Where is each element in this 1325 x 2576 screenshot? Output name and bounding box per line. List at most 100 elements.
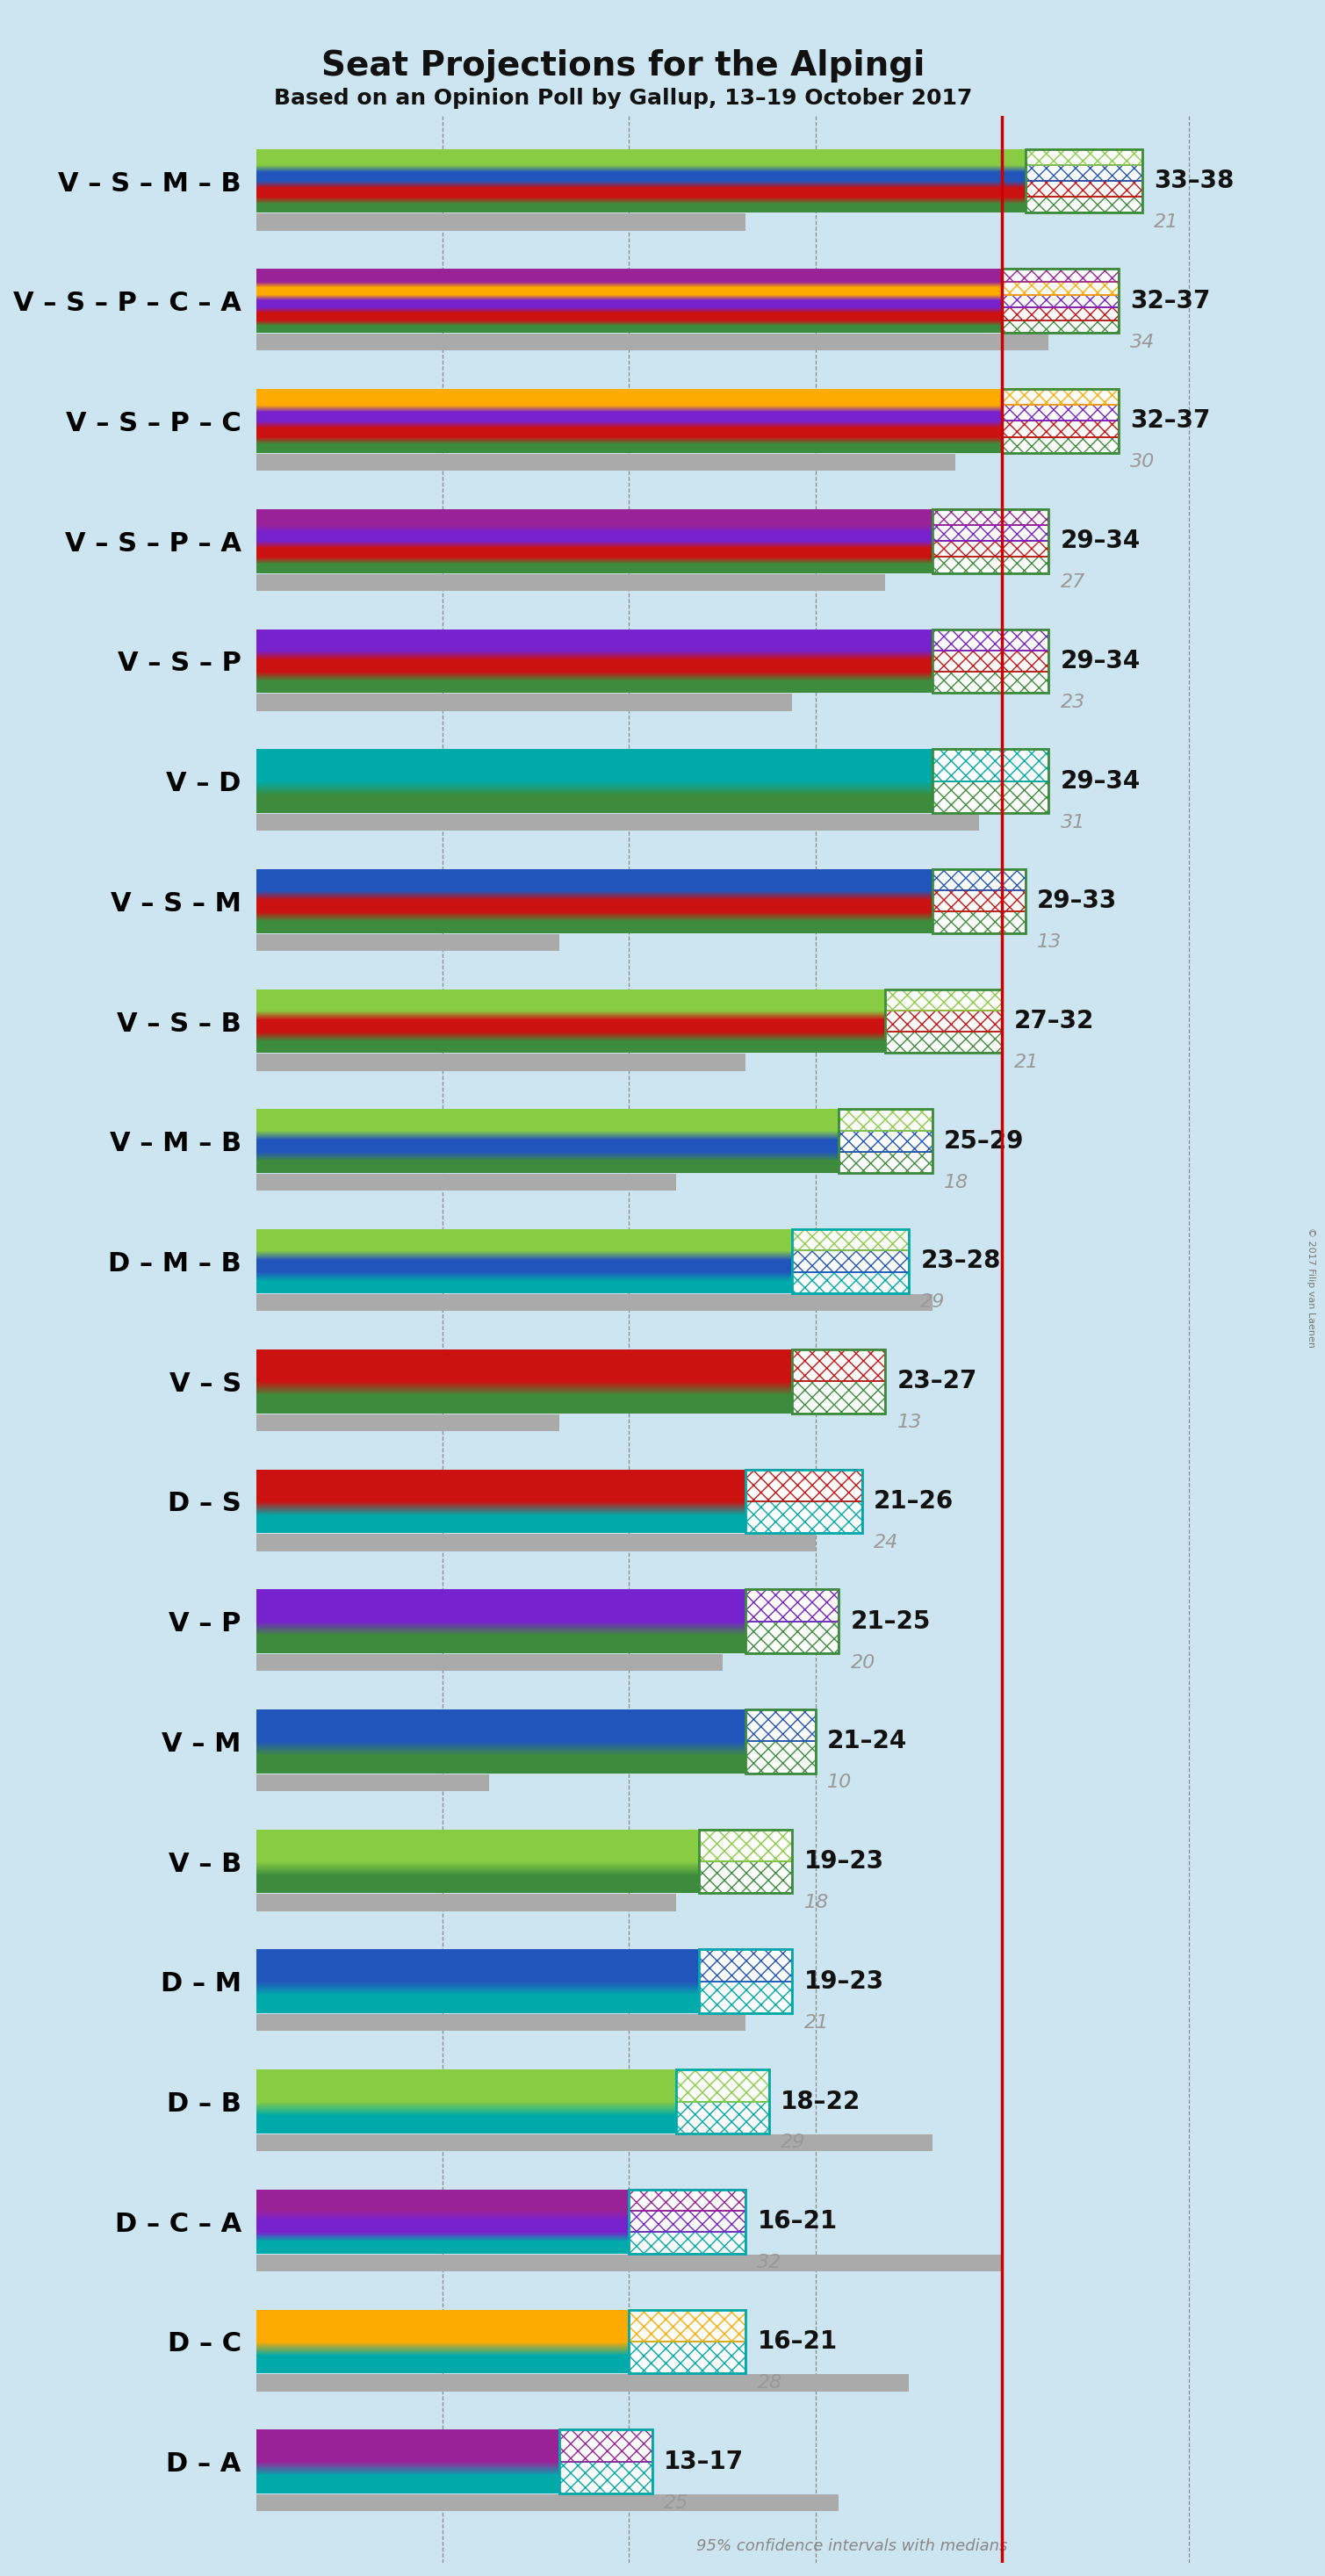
Bar — [1002, 294, 1118, 307]
Text: 24: 24 — [874, 1533, 898, 1551]
Bar — [256, 629, 933, 649]
Bar — [885, 989, 1002, 1010]
Bar — [676, 2102, 768, 2133]
Text: 29: 29 — [921, 1293, 945, 1311]
Bar — [256, 2069, 676, 2102]
Bar — [792, 1229, 909, 1293]
Bar — [256, 1054, 746, 1072]
Bar — [700, 1950, 792, 1981]
Bar — [559, 2429, 652, 2494]
Bar — [1026, 196, 1142, 214]
Bar — [256, 314, 1002, 319]
Bar — [792, 1350, 885, 1414]
Bar — [256, 214, 746, 232]
Bar — [746, 1502, 863, 1533]
Bar — [629, 2342, 746, 2372]
Bar — [933, 750, 1048, 814]
Bar — [933, 541, 1048, 556]
Bar — [933, 526, 1048, 541]
Bar — [746, 1710, 816, 1741]
Bar — [256, 1893, 676, 1911]
Bar — [676, 2102, 768, 2133]
Bar — [256, 1162, 839, 1172]
Bar — [256, 1414, 559, 1430]
Bar — [256, 1775, 489, 1790]
Bar — [1026, 180, 1142, 196]
Bar — [933, 556, 1048, 572]
Bar — [746, 1502, 863, 1533]
Text: 16–21: 16–21 — [758, 2210, 837, 2233]
Text: 19–23: 19–23 — [804, 1850, 884, 1873]
Bar — [933, 672, 1048, 693]
Bar — [839, 1131, 933, 1151]
Bar — [256, 2494, 839, 2512]
Bar — [746, 1589, 839, 1620]
Bar — [256, 659, 933, 672]
Bar — [256, 453, 955, 471]
Bar — [933, 781, 1048, 814]
Text: 32–37: 32–37 — [1130, 289, 1211, 314]
Text: 18: 18 — [804, 1893, 828, 1911]
Bar — [256, 173, 1026, 180]
Bar — [256, 1280, 792, 1293]
Bar — [700, 1950, 792, 1981]
Bar — [559, 2463, 652, 2494]
Bar — [1026, 180, 1142, 196]
Text: 21: 21 — [1014, 1054, 1039, 1072]
Bar — [1002, 319, 1118, 332]
Bar — [629, 2190, 746, 2210]
Bar — [792, 1381, 885, 1414]
Bar — [256, 1041, 885, 1054]
Bar — [1002, 307, 1118, 319]
Bar — [676, 2069, 768, 2102]
Text: 13: 13 — [897, 1414, 922, 1432]
Bar — [256, 1260, 792, 1273]
Bar — [1026, 149, 1142, 165]
Bar — [1002, 307, 1118, 319]
Text: 32–37: 32–37 — [1130, 410, 1211, 433]
Bar — [839, 1151, 933, 1172]
Bar — [256, 796, 933, 814]
Bar — [933, 556, 1048, 572]
Text: 25: 25 — [664, 2494, 689, 2512]
Bar — [1002, 268, 1118, 281]
Bar — [1002, 389, 1118, 404]
Text: 27: 27 — [1060, 574, 1085, 590]
Bar — [933, 526, 1048, 541]
Bar — [256, 1757, 746, 1772]
Bar — [256, 922, 933, 933]
Bar — [256, 1829, 700, 1862]
Text: 13–17: 13–17 — [664, 2450, 745, 2473]
Text: 29–33: 29–33 — [1037, 889, 1117, 914]
Bar — [1002, 420, 1118, 438]
Bar — [1002, 389, 1118, 453]
Bar — [256, 149, 1026, 165]
Text: 20: 20 — [851, 1654, 876, 1672]
Bar — [700, 1829, 792, 1893]
Bar — [256, 2221, 629, 2233]
Text: 21: 21 — [804, 2014, 828, 2032]
Bar — [933, 750, 1048, 781]
Bar — [885, 1033, 1002, 1054]
Bar — [256, 428, 1002, 438]
Bar — [256, 335, 1048, 350]
Text: 21–25: 21–25 — [851, 1610, 930, 1633]
Bar — [746, 1710, 816, 1741]
Bar — [256, 1350, 792, 1381]
Bar — [1026, 149, 1142, 165]
Bar — [559, 2429, 652, 2463]
Bar — [256, 1020, 885, 1033]
Bar — [256, 1589, 746, 1620]
Bar — [256, 2357, 629, 2372]
Bar — [256, 750, 933, 781]
Bar — [256, 389, 1002, 404]
Text: 28: 28 — [758, 2375, 782, 2391]
Bar — [1002, 438, 1118, 453]
Text: 95% confidence intervals with medians: 95% confidence intervals with medians — [697, 2537, 1008, 2553]
Text: Based on an Opinion Poll by Gallup, 13–19 October 2017: Based on an Opinion Poll by Gallup, 13–1… — [273, 88, 973, 108]
Bar — [1002, 281, 1118, 294]
Bar — [792, 1381, 885, 1414]
Bar — [700, 1862, 792, 1893]
Bar — [1002, 438, 1118, 453]
Bar — [933, 541, 1048, 556]
